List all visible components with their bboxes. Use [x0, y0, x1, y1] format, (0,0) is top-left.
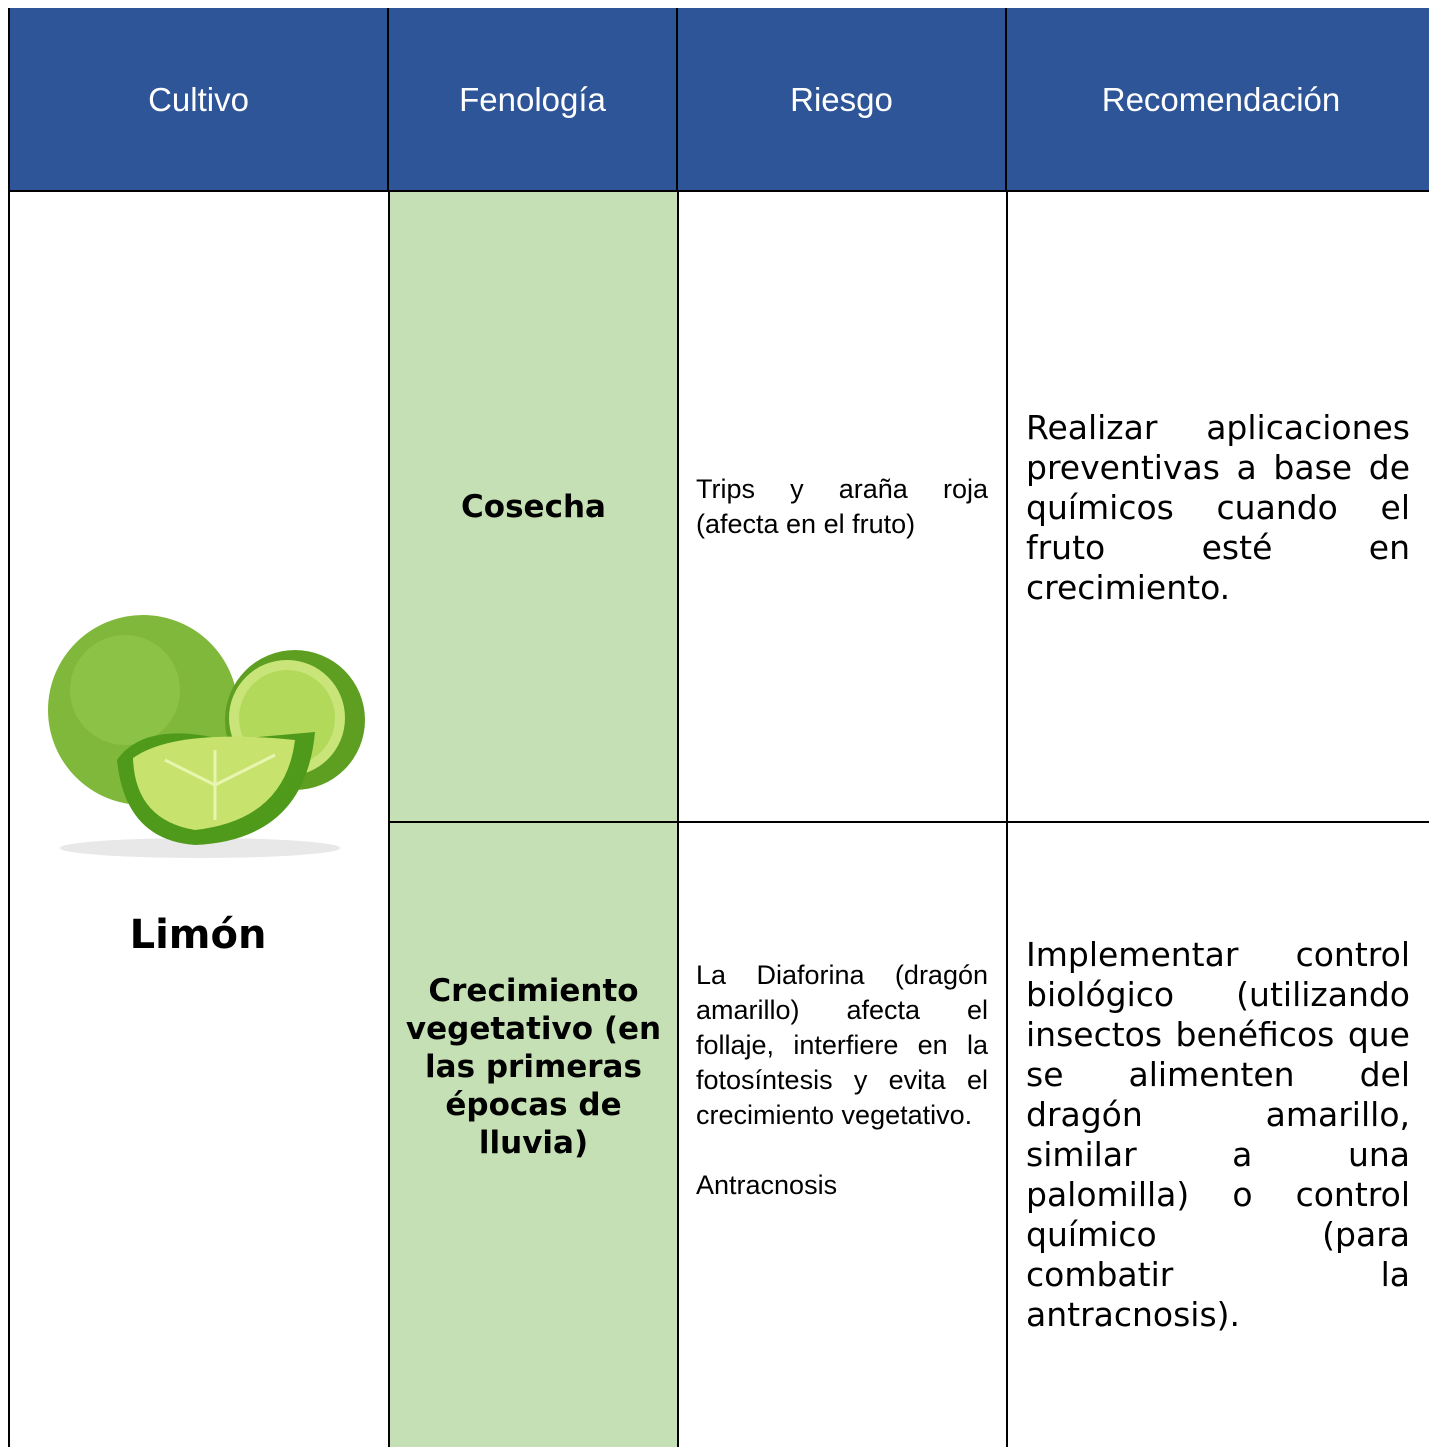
phenology: Crecimiento vegetativo (en las primeras … — [405, 973, 662, 1161]
header-cell: Riesgo — [678, 8, 1007, 191]
risk-text: La Diaforina (dragón amarillo) afecta el… — [696, 960, 988, 1130]
header-cell: Fenología — [389, 8, 678, 191]
risk: Trips y araña roja (afecta en el fruto) — [696, 472, 988, 577]
lime-image — [48, 615, 365, 858]
risk: La Diaforina (dragón amarillo) afecta el… — [696, 958, 988, 1238]
risk-text: Antracnosis — [696, 1170, 838, 1200]
header-border — [8, 190, 1429, 192]
phenology: Cosecha — [461, 489, 606, 525]
cell-border — [388, 190, 390, 1447]
row-border — [388, 821, 1429, 823]
risk-text: Trips y araña roja (afecta en el fruto) — [696, 474, 988, 539]
header-cell: Cultivo — [8, 8, 389, 191]
recommendation: Implementar control biológico (utilizand… — [1026, 935, 1410, 1334]
cell-border — [1006, 190, 1008, 1447]
phenology-column — [390, 192, 677, 1447]
crop-name: Limón — [129, 912, 267, 958]
recommendation: Realizar aplicaciones preventivas a base… — [1026, 408, 1410, 607]
header-cell: Recomendación — [1007, 8, 1429, 191]
cell-border — [8, 190, 10, 1447]
cell-border — [677, 190, 679, 1447]
